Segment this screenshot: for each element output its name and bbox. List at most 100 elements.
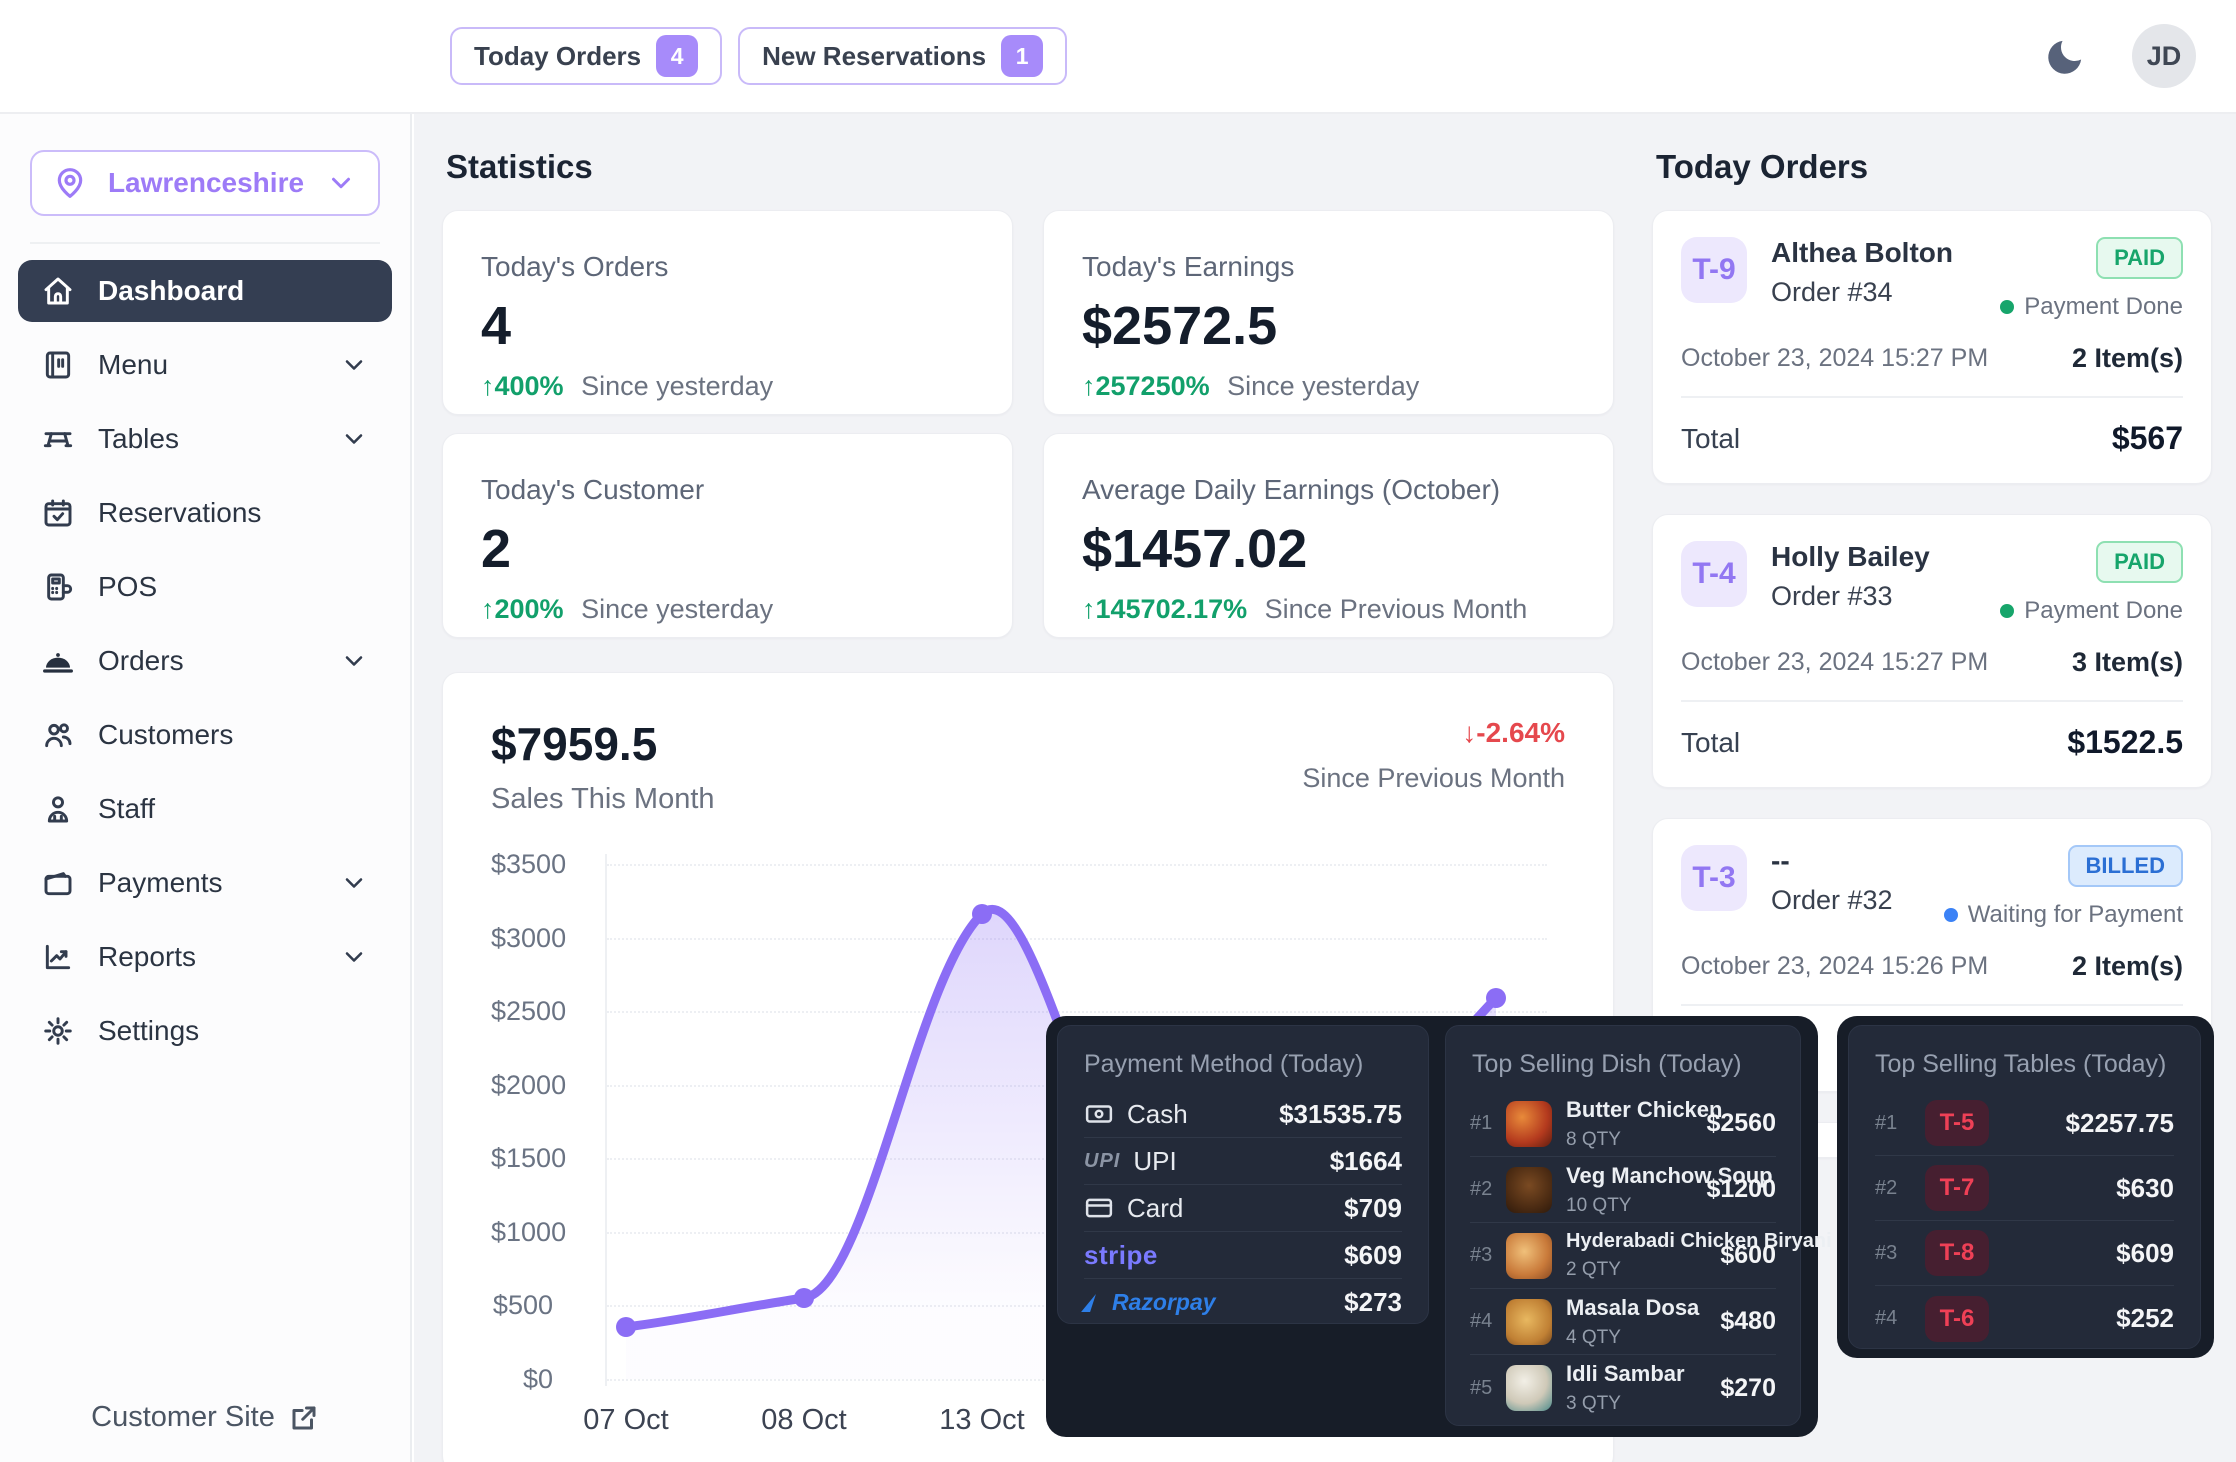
table-row[interactable]: #1 T-5 $2257.75 xyxy=(1875,1091,2174,1156)
order-card[interactable]: T-9 Althea Bolton Order #34 PAID Payment… xyxy=(1652,210,2212,484)
stat-label: Average Daily Earnings (October) xyxy=(1082,474,1501,505)
sidebar-item-pos[interactable]: POS xyxy=(18,556,392,618)
table-icon xyxy=(43,432,73,448)
payment-row-card[interactable]: Card $709 xyxy=(1084,1185,1402,1232)
status-dot-icon xyxy=(2000,300,2015,314)
sidebar-item-staff[interactable]: Staff xyxy=(18,778,392,840)
order-card[interactable]: T-4 Holly Bailey Order #33 PAID Payment … xyxy=(1652,514,2212,788)
table-rank: #2 xyxy=(1875,1176,1898,1199)
sidebar: Lawrenceshire Dashboard Menu xyxy=(0,114,412,1462)
dish-photo xyxy=(1506,1365,1552,1411)
gridline xyxy=(607,1011,1547,1013)
dish-row[interactable]: #3 Hyderabadi Chicken Biryani 2 QTY $600 xyxy=(1470,1223,1832,1289)
payment-method-name: Card xyxy=(1127,1192,1184,1223)
sales-month-delta: ↓-2.64% xyxy=(1462,717,1565,748)
dish-row[interactable]: #1 Butter Chicken 8 QTY $2560 xyxy=(1470,1091,1776,1157)
dish-photo xyxy=(1506,1166,1552,1213)
dish-amount: $270 xyxy=(1720,1373,1776,1402)
sidebar-item-label: Customers xyxy=(98,719,234,750)
y-tick: $2500 xyxy=(491,996,567,1026)
payment-method-panel: Payment Method (Today) Cash $31535.75 UP… xyxy=(1057,1025,1429,1324)
order-items-count: 2 Item(s) xyxy=(2071,343,2183,373)
tables-panel-title: Top Selling Tables (Today) xyxy=(1875,1050,2167,1078)
dish-qty: 3 QTY xyxy=(1566,1393,1621,1414)
table-row[interactable]: #3 T-8 $609 xyxy=(1875,1221,2174,1286)
sidebar-item-dashboard[interactable]: Dashboard xyxy=(18,260,392,322)
reports-chart-icon xyxy=(45,944,71,970)
payment-method-name: Cash xyxy=(1127,1098,1188,1129)
sidebar-item-payments[interactable]: Payments xyxy=(18,852,392,914)
sidebar-item-customers[interactable]: Customers xyxy=(18,704,392,766)
sidebar-item-menu[interactable]: Menu xyxy=(18,334,392,396)
dish-row[interactable]: #4 Masala Dosa 4 QTY $480 xyxy=(1470,1289,1776,1355)
dish-name: Hyderabadi Chicken Biryani xyxy=(1566,1230,1832,1252)
new-reservations-button-label: New Reservations xyxy=(762,40,987,71)
statistics-title: Statistics xyxy=(446,148,593,185)
delta-up-value: ↑145702.17% xyxy=(1082,594,1248,624)
divider xyxy=(1681,700,2183,702)
y-tick: $0 xyxy=(522,1364,553,1394)
new-reservations-button[interactable]: New Reservations 1 xyxy=(738,27,1068,85)
today-orders-button[interactable]: Today Orders 4 xyxy=(450,27,723,85)
payment-row-upi[interactable]: UPI UPI $1664 xyxy=(1084,1138,1402,1185)
delta-since: Since yesterday xyxy=(1227,371,1420,401)
dish-rank: #1 xyxy=(1470,1112,1493,1134)
sidebar-item-label: Dashboard xyxy=(98,275,245,306)
location-selector[interactable]: Lawrenceshire xyxy=(30,150,380,216)
stat-value: 2 xyxy=(481,519,512,579)
stats-grid: Today's Orders 4 ↑400% Since yesterday T… xyxy=(442,210,1614,638)
dish-amount: $2560 xyxy=(1706,1109,1776,1137)
dish-photo xyxy=(1506,1100,1552,1147)
sidebar-item-tables[interactable]: Tables xyxy=(18,408,392,470)
payment-status-text: Waiting for Payment xyxy=(1967,901,2183,928)
dish-row[interactable]: #5 Idli Sambar 3 QTY $270 xyxy=(1470,1355,1776,1421)
payment-amount: $1664 xyxy=(1329,1145,1402,1176)
sidebar-item-reservations[interactable]: Reservations xyxy=(18,482,392,544)
credit-card-icon xyxy=(1085,1198,1113,1218)
stat-label: Today's Orders xyxy=(481,251,669,282)
payment-row-razorpay[interactable]: Razorpay $273 xyxy=(1081,1279,1402,1326)
table-row[interactable]: #2 T-7 $630 xyxy=(1875,1156,2174,1221)
sidebar-item-label: Settings xyxy=(98,1015,200,1046)
dish-row[interactable]: #2 Veg Manchow Soup 10 QTY $1200 xyxy=(1470,1157,1776,1223)
dark-panels-group: Top Selling Tables (Today) #1 T-5 $2257.… xyxy=(1837,1016,2214,1358)
payment-status: Payment Done xyxy=(2000,597,2183,625)
customer-site-label: Customer Site xyxy=(91,1401,275,1433)
total-label: Total xyxy=(1681,422,1741,454)
sidebar-item-settings[interactable]: Settings xyxy=(18,1000,392,1062)
dish-amount: $480 xyxy=(1720,1307,1776,1335)
razorpay-logo-arrow xyxy=(1081,1293,1096,1312)
dish-qty: 10 QTY xyxy=(1566,1194,1632,1216)
sidebar-item-reports[interactable]: Reports xyxy=(18,926,392,988)
sidebar-item-label: Tables xyxy=(98,423,179,454)
dark-mode-toggle-moon-icon[interactable] xyxy=(2044,34,2088,78)
dish-qty: 4 QTY xyxy=(1566,1326,1621,1348)
order-number: Order #33 xyxy=(1771,581,1893,611)
avatar[interactable]: JD xyxy=(2132,24,2196,88)
table-row[interactable]: #4 T-6 $252 xyxy=(1875,1286,2174,1351)
payment-row-cash[interactable]: Cash $31535.75 xyxy=(1084,1091,1402,1138)
dish-name: Masala Dosa xyxy=(1566,1294,1700,1320)
sidebar-item-label: Reservations xyxy=(98,497,262,528)
gridline xyxy=(607,938,1547,940)
payment-row-stripe[interactable]: stripe $609 xyxy=(1084,1232,1402,1279)
razorpay-logo: Razorpay xyxy=(1112,1289,1216,1315)
divider xyxy=(1681,1004,2183,1006)
data-point-13-oct xyxy=(972,904,992,924)
sidebar-nav: Dashboard Menu Tables xyxy=(0,248,410,1062)
sidebar-item-orders[interactable]: Orders xyxy=(18,630,392,692)
payment-amount: $609 xyxy=(1344,1239,1402,1270)
dish-qty: 2 QTY xyxy=(1566,1259,1621,1280)
dish-photo xyxy=(1506,1232,1552,1279)
sidebar-item-label: Orders xyxy=(98,645,184,676)
payment-amount: $709 xyxy=(1344,1192,1402,1223)
delta-up-value: ↑400% xyxy=(481,371,564,401)
customer-site-link[interactable]: Customer Site xyxy=(91,1401,319,1434)
top-selling-dish-panel: Top Selling Dish (Today) #1 Butter Chick… xyxy=(1445,1025,1832,1426)
payment-amount: $273 xyxy=(1344,1287,1402,1317)
y-axis-line xyxy=(605,854,607,1386)
order-date: October 23, 2024 15:27 PM xyxy=(1681,344,1989,372)
x-tick: 13 Oct xyxy=(939,1404,1025,1436)
payment-amount: $31535.75 xyxy=(1279,1098,1402,1129)
sales-month-label: Sales This Month xyxy=(491,783,715,815)
